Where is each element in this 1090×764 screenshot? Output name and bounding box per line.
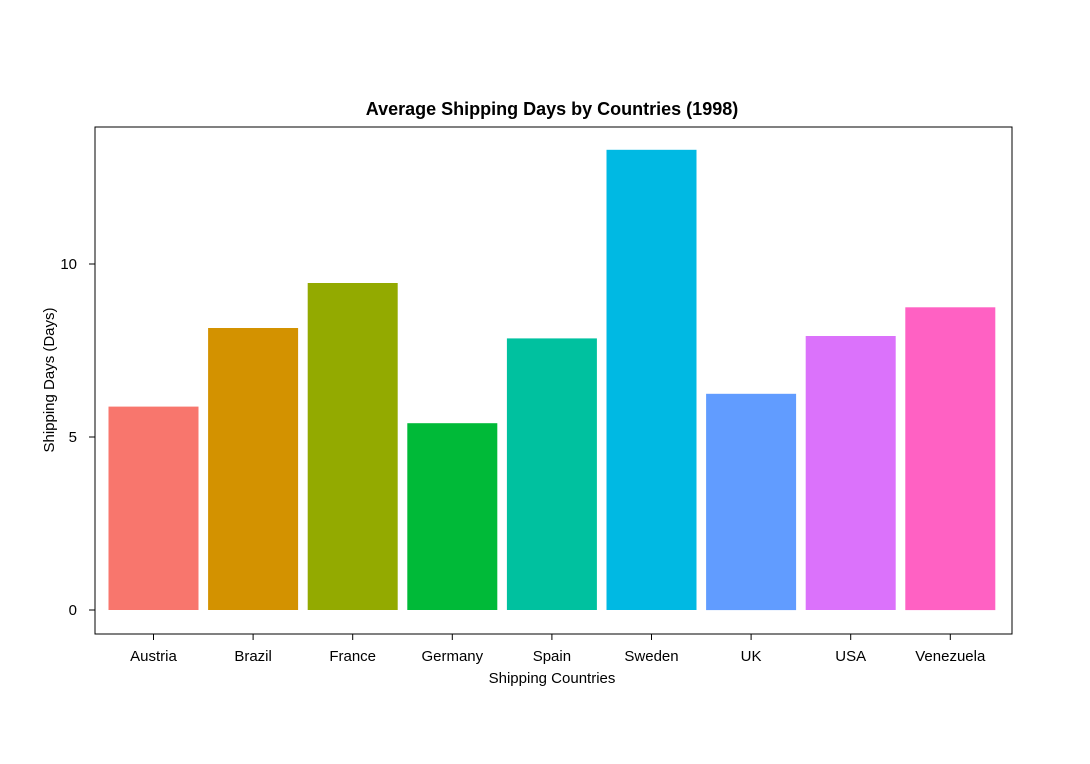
x-tick-label: Germany [421,648,483,665]
bar-sweden [606,149,697,611]
bar-venezuela [905,307,996,611]
y-axis-label: Shipping Days (Days) [41,307,58,452]
y-tick-label: 10 [60,256,77,273]
x-tick-label: USA [835,648,866,665]
bars-group [108,149,996,611]
y-tick-label: 5 [69,429,77,446]
chart-title: Average Shipping Days by Countries (1998… [366,99,738,119]
bar-france [307,283,398,610]
plot-frame [94,126,1013,635]
x-tick-label: Sweden [624,648,678,665]
x-tick-label: Austria [130,648,177,665]
x-tick-label: Brazil [234,648,272,665]
y-tick-label: 0 [69,602,77,619]
bar-austria [108,406,199,610]
x-tick-label: France [329,648,376,665]
bar-uk [706,393,797,611]
x-tick-label: Spain [533,648,571,665]
x-tick-label: UK [741,648,762,665]
bar-germany [407,423,498,610]
x-tick-label: Venezuela [915,648,986,665]
x-axis-label: Shipping Countries [489,670,616,687]
bar-spain [506,338,597,610]
bar-usa [805,336,896,610]
y-axis: 0 5 10 [60,256,95,619]
x-axis: Austria Brazil France Germany Spain Sweden UK U… [130,634,986,665]
bar-brazil [208,328,299,610]
